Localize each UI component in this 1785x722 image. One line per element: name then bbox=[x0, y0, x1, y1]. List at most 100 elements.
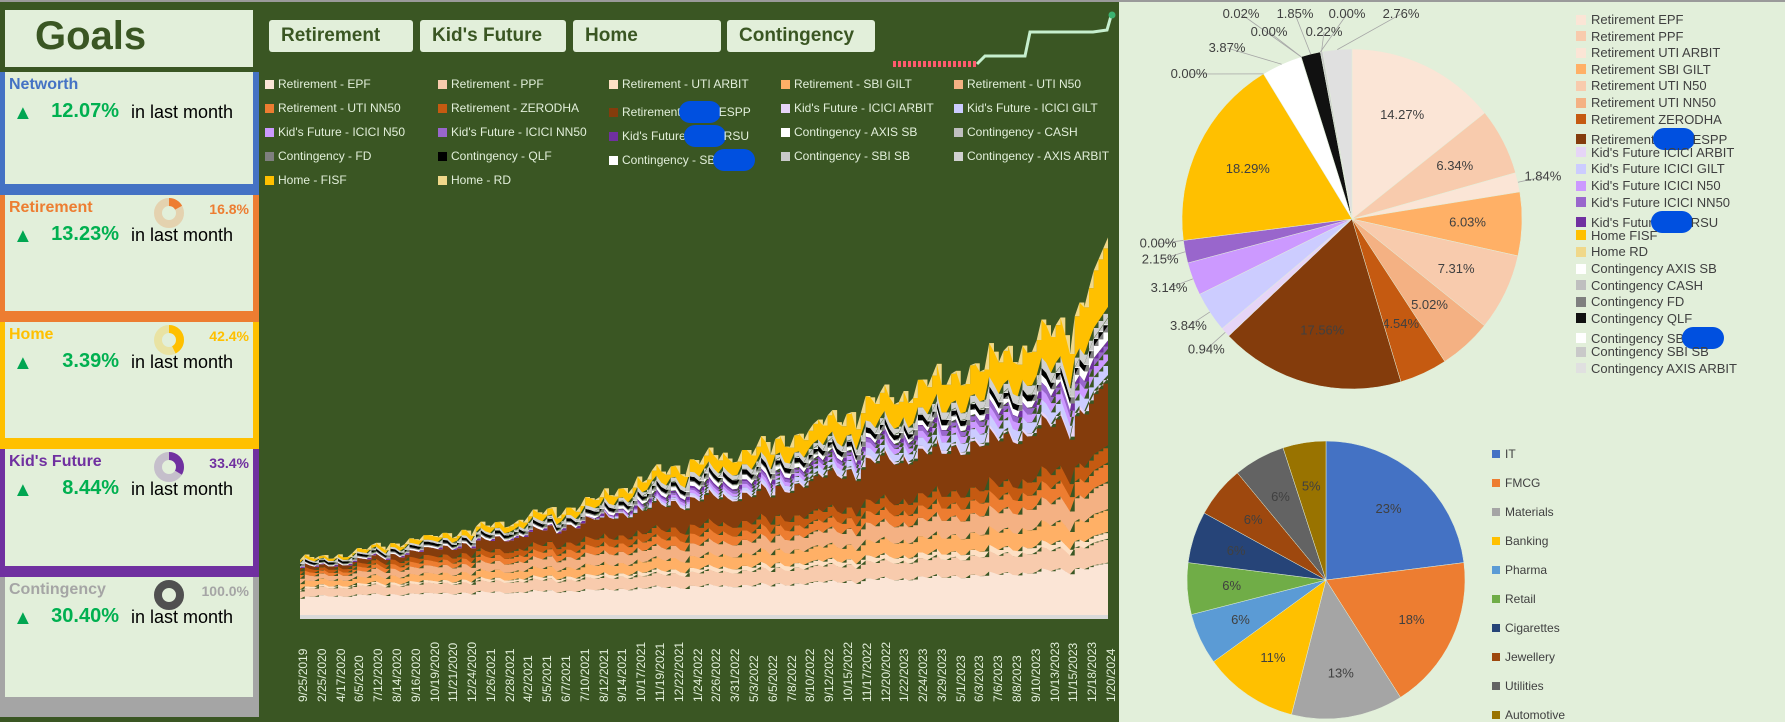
legend-swatch bbox=[438, 80, 447, 89]
x-tick-label: 8/12/2021 bbox=[597, 624, 611, 702]
legend-swatch bbox=[1576, 81, 1586, 91]
pie-data-label: 1.85% bbox=[1277, 6, 1314, 21]
donut-fill bbox=[158, 584, 180, 606]
legend-label: Retirement - ZERODHA bbox=[451, 101, 579, 115]
legend-swatch bbox=[1576, 297, 1586, 307]
legend-label: Kid's Future - ICICI NN50 bbox=[451, 125, 587, 139]
pie-data-label: 6% bbox=[1244, 512, 1263, 527]
legend-label: Contingency - AXIS ARBIT bbox=[967, 149, 1109, 163]
legend-item: Pharma bbox=[1492, 563, 1547, 577]
legend-label: Kid's Future - ICICI ARBIT bbox=[794, 101, 934, 115]
x-tick-label: 7/10/2021 bbox=[578, 624, 592, 702]
pie-data-label: 17.56% bbox=[1300, 323, 1345, 338]
pie-data-label: 0.22% bbox=[1306, 24, 1343, 39]
legend-item: Cigarettes bbox=[1492, 621, 1560, 635]
legend-label: Kid's Future ICICI GILT bbox=[1591, 161, 1725, 176]
legend-swatch bbox=[1576, 313, 1586, 323]
card-change: 12.07% bbox=[39, 100, 119, 123]
legend-label: Jewellery bbox=[1505, 650, 1555, 664]
legend-swatch bbox=[609, 156, 618, 165]
legend-item: Kid's Future ICICI ARBIT bbox=[1576, 145, 1734, 160]
legend-label: Contingency CASH bbox=[1591, 278, 1703, 293]
card-suffix: in last month bbox=[131, 102, 233, 123]
tab-contingency[interactable]: Contingency bbox=[727, 20, 875, 52]
allocation-pie-chart: 14.27%6.34%6.03%7.31%5.02%4.54%17.56%18.… bbox=[1119, 2, 1579, 422]
legend-swatch bbox=[781, 104, 790, 113]
legend-item: Home RD bbox=[1576, 244, 1648, 259]
card-kids-future[interactable]: Kid's Future 33.4% ▲ 8.44% in last month bbox=[0, 449, 259, 577]
pie-data-label: 0.00% bbox=[1329, 6, 1366, 21]
legend-label: Banking bbox=[1505, 534, 1548, 548]
legend-swatch bbox=[1576, 31, 1586, 41]
legend-swatch bbox=[1576, 217, 1586, 227]
redaction-mark bbox=[713, 149, 755, 171]
pie-data-label: 14.27% bbox=[1380, 107, 1425, 122]
legend-label: Retail bbox=[1505, 592, 1536, 606]
legend-item: Contingency - SBI SB bbox=[781, 149, 910, 163]
pie-data-label: 3.84% bbox=[1170, 318, 1207, 333]
card-share: 100.0% bbox=[202, 583, 249, 599]
legend-item: Banking bbox=[1492, 534, 1548, 548]
legend-label: Retirement - SBI GILT bbox=[794, 77, 912, 91]
legend-label: Kid's Future - ICICI GILT bbox=[967, 101, 1098, 115]
pie-data-label: 6% bbox=[1227, 543, 1246, 558]
card-change: 3.39% bbox=[39, 350, 119, 373]
legend-label: Cigarettes bbox=[1505, 621, 1560, 635]
legend-swatch bbox=[1492, 682, 1500, 690]
x-tick-label: 1/20/2024 bbox=[1104, 624, 1118, 702]
x-tick-label: 11/17/2022 bbox=[860, 624, 874, 702]
legend-label: Contingency - FD bbox=[278, 149, 371, 163]
legend-swatch bbox=[1576, 134, 1586, 144]
sparkline-positive bbox=[977, 16, 1111, 64]
x-tick-label: 12/22/2021 bbox=[672, 624, 686, 702]
pie-data-label: 18% bbox=[1399, 612, 1425, 627]
legend-item: Contingency AXIS SB bbox=[1576, 261, 1717, 276]
pie-data-label: 3.87% bbox=[1209, 40, 1246, 55]
card-change: 13.23% bbox=[39, 223, 119, 246]
card-networth[interactable]: Networth ▲ 12.07% in last month bbox=[0, 72, 259, 195]
tab-retirement[interactable]: Retirement bbox=[269, 20, 413, 52]
card-home[interactable]: Home 42.4% ▲ 3.39% in last month bbox=[0, 322, 259, 449]
card-contingency[interactable]: Contingency 100.0% ▲ 30.40% in last mont… bbox=[0, 577, 259, 717]
x-tick-label: 7/8/2022 bbox=[785, 624, 799, 702]
tab-kids-future[interactable]: Kid's Future bbox=[420, 20, 566, 52]
x-tick-label: 11/15/2023 bbox=[1066, 624, 1080, 702]
legend-swatch bbox=[609, 80, 618, 89]
tab-home[interactable]: Home bbox=[573, 20, 721, 52]
redaction-mark bbox=[679, 101, 721, 123]
legend-item: Home FISF bbox=[1576, 228, 1657, 243]
legend-swatch bbox=[1492, 653, 1500, 661]
legend-swatch bbox=[265, 176, 274, 185]
x-tick-label: 7/12/2020 bbox=[371, 624, 385, 702]
legend-label: Retirement PPF bbox=[1591, 29, 1683, 44]
legend-label: Home - RD bbox=[451, 173, 511, 187]
pie-data-label: 11% bbox=[1260, 650, 1285, 665]
legend-swatch bbox=[1576, 264, 1586, 274]
card-share: 33.4% bbox=[209, 455, 249, 471]
legend-swatch bbox=[1576, 333, 1586, 343]
right-panel: 14.27%6.34%6.03%7.31%5.02%4.54%17.56%18.… bbox=[1119, 2, 1785, 722]
legend-swatch bbox=[265, 104, 274, 113]
legend-label: Retirement - UTI NN50 bbox=[278, 101, 401, 115]
pie-data-label: 6% bbox=[1231, 612, 1250, 627]
legend-item: Retirement - EPF bbox=[265, 77, 371, 91]
x-tick-label: 12/18/2023 bbox=[1085, 624, 1099, 702]
pie-data-label: 0.02% bbox=[1223, 6, 1260, 21]
legend-swatch bbox=[781, 80, 790, 89]
card-retirement[interactable]: Retirement 16.8% ▲ 13.23% in last month bbox=[0, 195, 259, 322]
legend-swatch bbox=[438, 176, 447, 185]
legend-swatch bbox=[1492, 508, 1500, 516]
legend-swatch bbox=[1576, 98, 1586, 108]
x-tick-label: 10/13/2023 bbox=[1048, 624, 1062, 702]
x-tick-label: 10/15/2022 bbox=[841, 624, 855, 702]
x-tick-label: 5/1/2023 bbox=[954, 624, 968, 702]
legend-item: Materials bbox=[1492, 505, 1554, 519]
card-title: Networth bbox=[9, 76, 78, 94]
pie-data-label: 6.03% bbox=[1449, 214, 1486, 229]
legend-label: Contingency SBI SB bbox=[1591, 344, 1709, 359]
x-tick-label: 6/3/2023 bbox=[972, 624, 986, 702]
legend-label: FMCG bbox=[1505, 476, 1540, 490]
legend-label-suffix: RSU bbox=[724, 129, 749, 143]
legend-item: Retirement PPF bbox=[1576, 29, 1683, 44]
